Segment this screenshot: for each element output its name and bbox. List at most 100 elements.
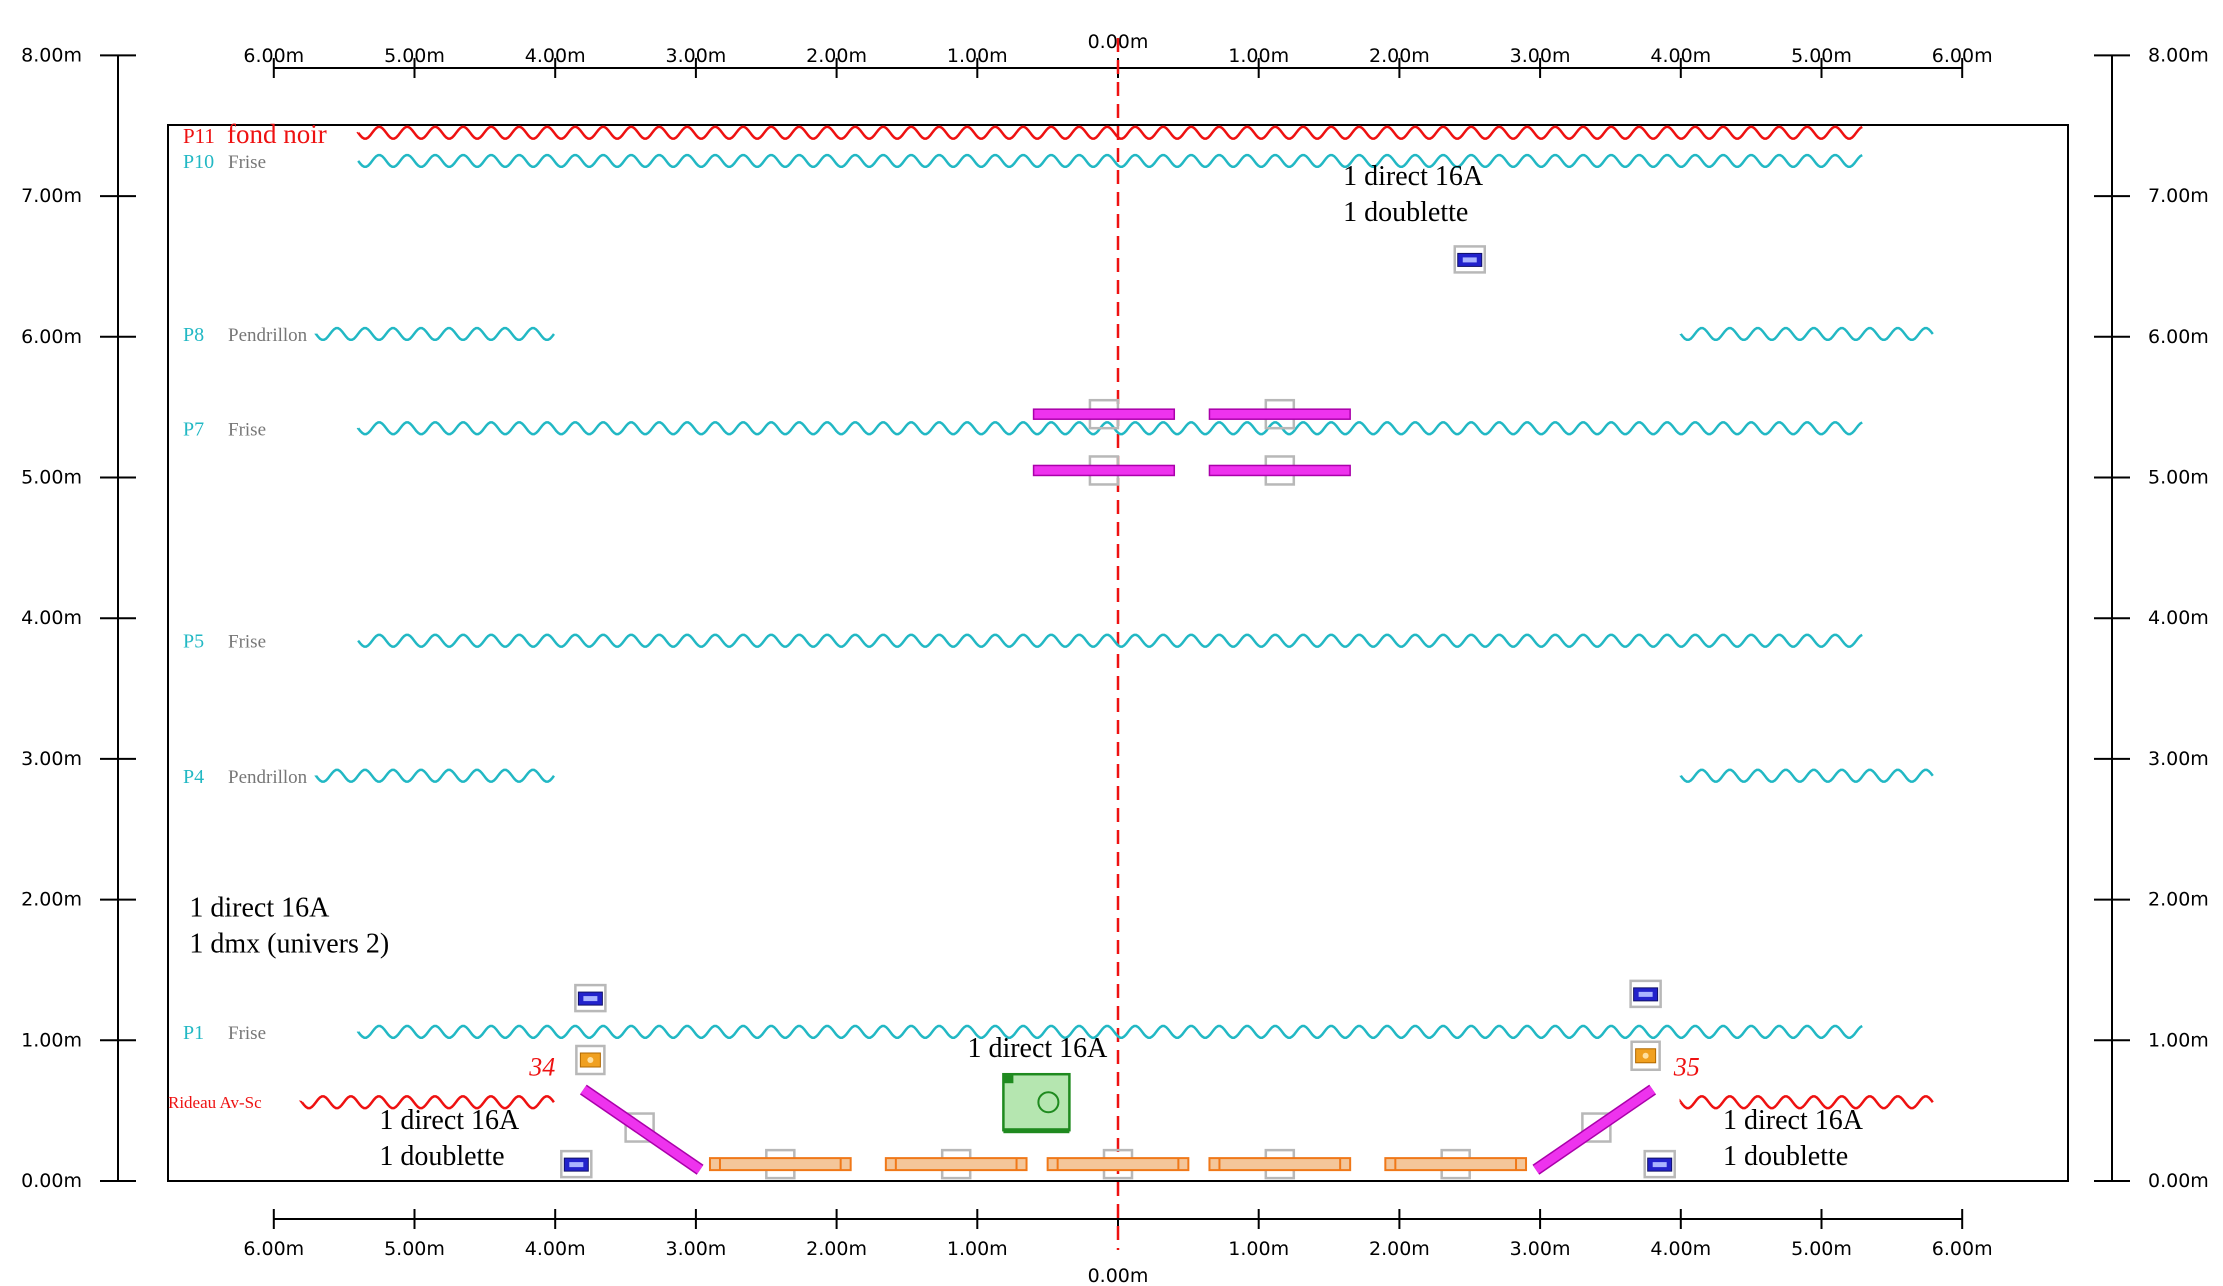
led-bar [1208, 464, 1351, 477]
left-axis-tick-label: 7.00m [21, 185, 82, 207]
led-bar [1032, 464, 1176, 477]
bottom-axis-tick-label: 4.00m [525, 1238, 586, 1260]
power-box-detail [569, 1162, 584, 1168]
left-axis-tick-label: 0.00m [21, 1170, 82, 1192]
annotation-line: 1 dmx (univers 2) [189, 928, 389, 959]
annotation-line: 1 doublette [379, 1141, 504, 1172]
led-bar [1208, 408, 1351, 420]
annotation-line: 1 direct 16A [1343, 161, 1484, 192]
curtain-P1-wave [356, 1024, 1863, 1039]
bottom-center-label: 0.00m [1088, 1265, 1149, 1286]
curtain-P8-label: P8 [183, 324, 204, 346]
dmx-box-dot [1642, 1052, 1649, 1059]
annotation-line: 1 doublette [1343, 197, 1468, 228]
power-box-detail [583, 996, 598, 1002]
right-axis-tick-label: 2.00m [2148, 889, 2209, 911]
annotation-line: 1 doublette [1723, 1141, 1848, 1172]
curtain-P11-name: fond noir [227, 119, 327, 149]
right-axis-tick-label: 8.00m [2148, 44, 2209, 66]
curtain-P1-label: P1 [183, 1022, 204, 1044]
annotation-line: 1 direct 16A [967, 1033, 1108, 1064]
power-box-detail [1638, 991, 1653, 997]
power-box-detail [1462, 257, 1477, 263]
top-axis-tick-label: 3.00m [1510, 45, 1571, 67]
bottom-axis-tick-label: 4.00m [1650, 1238, 1711, 1260]
power-box-detail [1652, 1162, 1667, 1168]
right-axis-tick-label: 6.00m [2148, 326, 2209, 348]
annotation-line: 1 direct 16A [1723, 1105, 1864, 1136]
curtain-P10-label: P10 [183, 151, 214, 173]
fixtures-layer [560, 245, 1676, 1180]
bottom-axis-tick-label: 3.00m [665, 1238, 726, 1260]
top-axis-tick-label: 1.00m [1228, 45, 1289, 67]
bottom-axis-tick-label: 2.00m [806, 1238, 867, 1260]
bottom-axis-tick-label: 6.00m [243, 1238, 304, 1260]
left-axis-tick-label: 3.00m [21, 748, 82, 770]
curtain-P7-name: Frise [228, 419, 266, 440]
bottom-axis-tick-label: 3.00m [1510, 1238, 1571, 1260]
bottom-axis-tick-label: 5.00m [384, 1238, 445, 1260]
curtain-P1-name: Frise [228, 1023, 266, 1044]
right-axis-tick-label: 1.00m [2148, 1029, 2209, 1051]
top-axis-tick-label: 5.00m [1791, 45, 1852, 67]
led-bar-diagonal [1533, 1085, 1656, 1174]
curtain-rideau-wave [298, 1095, 555, 1110]
curtain-P4-name: Pendrillon [228, 767, 308, 788]
curtain-P11-wave [356, 125, 1863, 140]
curtain-P5-wave [357, 633, 1863, 648]
green-device-circle [1037, 1091, 1060, 1114]
dmx-box-dot [587, 1056, 594, 1063]
circuit-number: 35 [1673, 1053, 1700, 1082]
top-axis-tick-label: 2.00m [1369, 45, 1430, 67]
left-axis-tick-label: 1.00m [21, 1029, 82, 1051]
bottom-axis-tick-label: 5.00m [1791, 1238, 1852, 1260]
green-device-corner [1004, 1075, 1014, 1084]
left-axis-tick-label: 4.00m [21, 607, 82, 629]
floor-light-bar [1384, 1157, 1528, 1172]
right-axis-tick-label: 0.00m [2148, 1170, 2209, 1192]
annotation-line: 1 direct 16A [379, 1105, 520, 1136]
hanging-point-box [1581, 1112, 1612, 1143]
stage-outline [167, 124, 2069, 1182]
right-axis-tick-label: 4.00m [2148, 607, 2209, 629]
curtain-P7-wave [356, 421, 1863, 436]
circuit-number: 34 [528, 1053, 555, 1082]
right-axis-tick-label: 5.00m [2148, 467, 2209, 489]
green-device-base [1003, 1128, 1070, 1134]
top-axis-tick-label: 3.00m [665, 45, 726, 67]
bottom-axis-tick-label: 6.00m [1932, 1238, 1993, 1260]
bottom-axis-tick-label: 1.00m [1228, 1238, 1289, 1260]
curtain-P10-wave [357, 153, 1863, 169]
curtain-P4-wave [1679, 768, 1934, 783]
top-axis-tick-label: 1.00m [947, 45, 1008, 67]
top-axis-tick-label: 6.00m [1932, 45, 1993, 67]
top-axis-tick-label: 5.00m [384, 45, 445, 67]
curtain-P8-wave [314, 326, 555, 342]
floor-light-bar [708, 1157, 852, 1172]
right-axis-tick-label: 3.00m [2148, 748, 2209, 770]
curtain-P8-name: Pendrillon [228, 325, 308, 346]
curtains-layer: P11 fond noir P10 Frise P8 Pendrillon P7 Frise P… [168, 119, 1934, 1112]
bottom-axis-tick-label: 2.00m [1369, 1238, 1430, 1260]
right-axis-tick-label: 7.00m [2148, 185, 2209, 207]
curtain-rideau-wave [1679, 1095, 1934, 1110]
top-axis-tick-label: 6.00m [243, 45, 304, 67]
led-bar-diagonal [580, 1085, 703, 1174]
curtain-P5-name: Frise [228, 632, 266, 653]
curtain-P5-label: P5 [183, 631, 204, 653]
top-axis-tick-label: 2.00m [806, 45, 867, 67]
curtain-P8-wave [1679, 326, 1934, 342]
left-axis-tick-label: 2.00m [21, 889, 82, 911]
bottom-axis-tick-label: 1.00m [947, 1238, 1008, 1260]
top-axis-tick-label: 4.00m [1650, 45, 1711, 67]
left-axis-tick-label: 6.00m [21, 326, 82, 348]
curtain-rideau-label: Rideau Av-Sc [168, 1093, 262, 1112]
left-axis-tick-label: 8.00m [21, 44, 82, 66]
annotation-line: 1 direct 16A [189, 892, 330, 923]
left-axis-tick-label: 5.00m [21, 467, 82, 489]
notes-layer: 1 direct 16A 1 doublette 1 direct 16A 1 dmx… [189, 161, 1863, 1172]
curtain-P11-label: P11 [183, 124, 215, 148]
top-axis-tick-label: 4.00m [525, 45, 586, 67]
curtain-P4-wave [314, 768, 555, 783]
